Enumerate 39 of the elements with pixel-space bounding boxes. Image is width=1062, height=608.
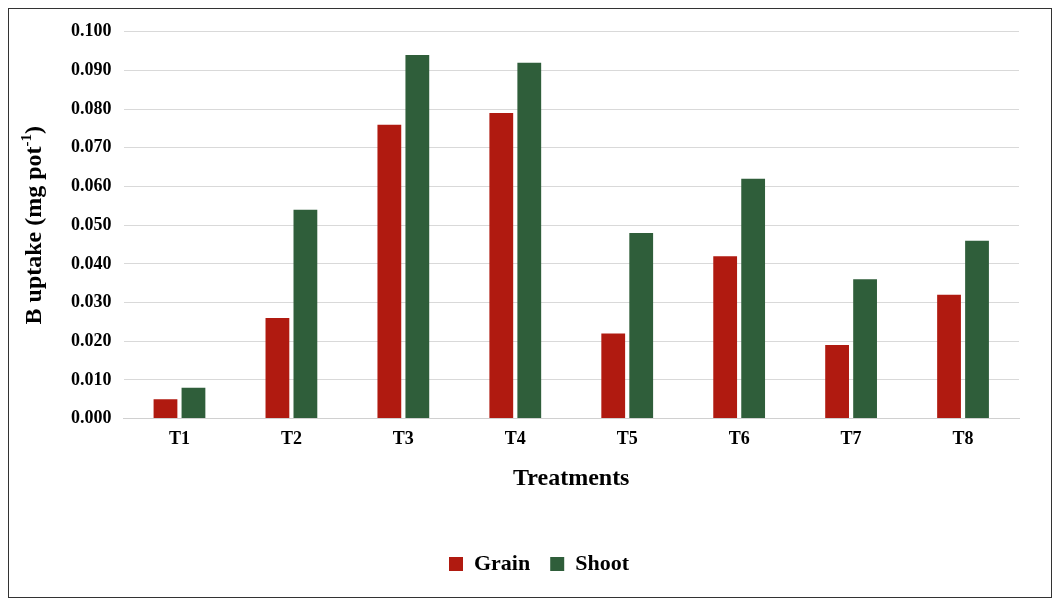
x-tick-label: T4 bbox=[504, 428, 526, 449]
y-tick-label: 0.070 bbox=[71, 136, 112, 157]
x-tick-label: T1 bbox=[168, 428, 190, 449]
bar bbox=[181, 387, 206, 419]
bar bbox=[517, 62, 542, 419]
bar bbox=[153, 399, 178, 419]
y-tick-label: 0.030 bbox=[71, 291, 112, 312]
bar bbox=[853, 279, 877, 419]
bar bbox=[937, 294, 961, 419]
bar bbox=[629, 232, 654, 419]
bar bbox=[489, 113, 514, 419]
bar bbox=[377, 124, 402, 419]
legend-label: Grain bbox=[473, 549, 531, 575]
bar bbox=[265, 318, 290, 419]
y-axis-title: B uptake (mg pot-1) bbox=[17, 125, 47, 325]
y-tick-label: 0.020 bbox=[71, 329, 112, 350]
y-tick-label: 0.100 bbox=[71, 20, 112, 41]
legend-label: Shoot bbox=[575, 549, 630, 575]
x-tick-label: T8 bbox=[952, 428, 974, 449]
bar bbox=[713, 256, 738, 419]
y-tick-label: 0.000 bbox=[71, 407, 112, 428]
y-tick-label: 0.080 bbox=[71, 97, 112, 118]
bar bbox=[601, 333, 626, 419]
bar bbox=[965, 240, 989, 419]
bar bbox=[405, 55, 430, 419]
x-tick-label: T7 bbox=[840, 428, 862, 449]
y-tick-label: 0.060 bbox=[71, 175, 112, 196]
x-tick-label: T3 bbox=[392, 428, 414, 449]
y-tick-label: 0.050 bbox=[71, 213, 112, 234]
bar bbox=[741, 178, 766, 419]
x-axis-title: Treatments bbox=[513, 463, 630, 490]
bar bbox=[293, 209, 318, 419]
y-tick-label: 0.010 bbox=[71, 368, 112, 389]
y-tick-label: 0.040 bbox=[71, 252, 112, 273]
x-tick-label: T2 bbox=[280, 428, 302, 449]
y-tick-label: 0.090 bbox=[71, 59, 112, 80]
x-tick-label: T5 bbox=[616, 428, 638, 449]
bar bbox=[825, 345, 849, 419]
x-tick-label: T6 bbox=[728, 428, 750, 449]
